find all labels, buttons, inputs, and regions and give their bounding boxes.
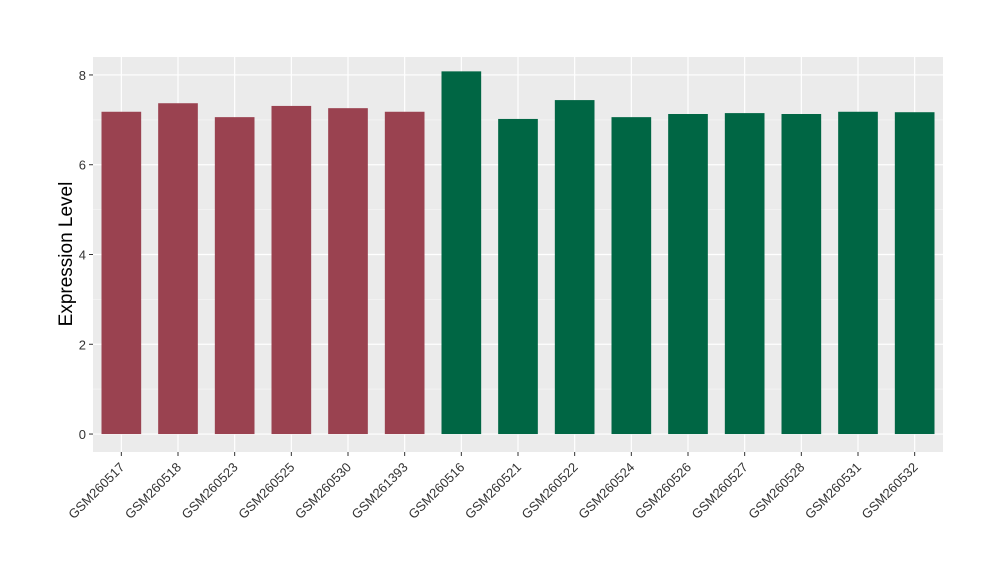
x-tick-label: GSM260516: [405, 460, 467, 522]
bar: [214, 117, 255, 435]
x-tick-label: GSM260521: [462, 460, 524, 522]
x-tick-label: GSM260530: [292, 460, 354, 522]
bar: [328, 108, 368, 435]
x-tick-label: GSM260532: [859, 460, 921, 522]
x-tick-label: GSM260522: [519, 460, 581, 522]
bar: [554, 100, 595, 435]
bar: [894, 112, 935, 435]
x-tick-label: GSM261393: [349, 460, 411, 522]
x-tick-label: GSM260523: [179, 460, 241, 522]
x-tick-label: GSM260518: [122, 460, 184, 522]
bar: [441, 71, 482, 435]
x-tick-label: GSM260526: [632, 460, 694, 522]
x-axis: GSM260517GSM260518GSM260523GSM260525GSM2…: [65, 452, 921, 522]
y-axis: 0 2 4 6 8: [79, 68, 93, 442]
x-tick-label: GSM260517: [65, 460, 127, 522]
bar: [271, 105, 312, 435]
bar: [498, 118, 538, 435]
x-tick-label: GSM260531: [802, 460, 864, 522]
x-tick-label: GSM260524: [575, 460, 637, 522]
bar: [724, 113, 765, 435]
bar: [781, 114, 822, 435]
bar: [611, 117, 652, 435]
y-axis-label: Expression Level: [56, 182, 77, 327]
bar: [384, 111, 425, 435]
y-tick-label: 6: [79, 158, 86, 173]
x-tick-label: GSM260527: [689, 460, 751, 522]
bar: [101, 111, 142, 435]
y-tick-label: 4: [79, 248, 86, 263]
x-tick-label: GSM260528: [745, 460, 807, 522]
y-tick-label: 2: [79, 337, 86, 352]
bars-group: [101, 71, 935, 435]
y-tick-label: 8: [79, 68, 86, 83]
bar: [158, 103, 198, 435]
y-tick-label: 0: [79, 427, 86, 442]
bar: [668, 114, 708, 435]
x-tick-label: GSM260525: [235, 460, 297, 522]
bar: [838, 111, 878, 435]
